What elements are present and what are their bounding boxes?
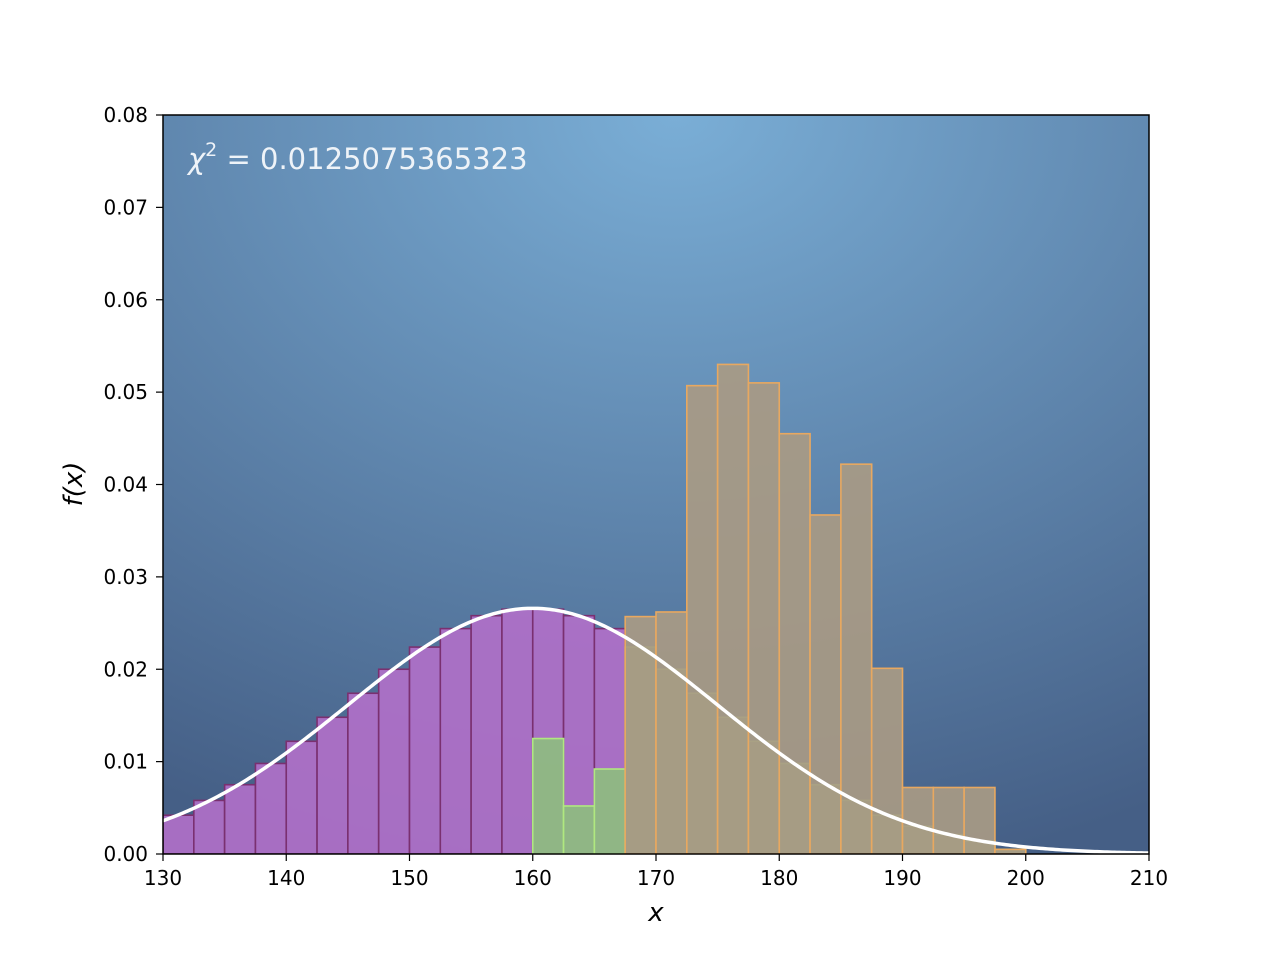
histogram-bar-s1-10 (470, 614, 503, 854)
histogram-bar-s3-10 (932, 786, 965, 854)
y-tick-label-3: 0.03 (103, 565, 148, 589)
normal-pdf-curve (163, 606, 1149, 854)
histogram-bar-s1-2 (223, 783, 257, 854)
histogram-bar-s3-11 (963, 786, 996, 854)
y-tick-label-0: 0.00 (103, 842, 148, 866)
y-axis-label: f(x) (59, 462, 89, 507)
y-tick-label-7: 0.07 (103, 195, 148, 219)
y-tick-label-5: 0.05 (103, 380, 148, 404)
x-tick-label-0: 130 (144, 866, 182, 890)
y-tick-label-6: 0.06 (103, 288, 148, 312)
histogram-bar-s3-0 (624, 615, 657, 854)
histogram-bar-s1-1 (193, 799, 226, 854)
histogram-bar-s3-6 (809, 514, 842, 854)
x-tick-label-3: 160 (514, 866, 552, 890)
y-tick-label-2: 0.02 (103, 657, 148, 681)
histogram-bar-s1-8 (408, 646, 442, 854)
x-tick-label-2: 150 (390, 866, 428, 890)
x-tick-label-5: 180 (760, 866, 798, 890)
histogram-bar-s2-0 (531, 737, 565, 854)
x-axis-label: x (647, 898, 664, 928)
histogram-bar-s3-7 (840, 463, 873, 854)
x-tick-label-6: 190 (883, 866, 921, 890)
x-tick-label-1: 140 (267, 866, 305, 890)
histogram-bar-s3-2 (686, 384, 719, 854)
histogram-bars (163, 363, 1027, 854)
y-tick-label-8: 0.08 (103, 103, 148, 127)
histogram-bar-s1-4 (285, 740, 318, 854)
histogram-bar-s3-4 (747, 382, 781, 854)
histogram-bar-s1-5 (316, 716, 349, 854)
histogram-bar-s3-3 (716, 363, 750, 854)
histogram-bar-s1-0 (163, 814, 195, 854)
histogram-bar-s2-2 (593, 768, 626, 854)
histogram-bar-s1-11 (501, 608, 534, 854)
x-tick-label-8: 210 (1130, 866, 1168, 890)
histogram-bar-s1-3 (254, 762, 288, 854)
histogram-bar-s1-7 (377, 668, 411, 854)
x-tick-label-4: 170 (637, 866, 675, 890)
x-axis-ticks: 130 140 150 160 170 180 190 200 210 (144, 854, 1168, 890)
y-axis-ticks: 0.00 0.01 0.02 0.03 0.04 0.05 0.06 0.07 0.08 (103, 103, 163, 866)
histogram-bar-s3-5 (778, 432, 811, 854)
histogram-bar-s1-6 (347, 692, 380, 854)
chi-square-annotation: χ2 = 0.0125075365323 (186, 139, 528, 176)
histogram-bar-s1-9 (439, 627, 472, 854)
y-tick-label-4: 0.04 (103, 473, 148, 497)
x-tick-label-7: 200 (1007, 866, 1045, 890)
histogram-bar-s2-1 (562, 805, 596, 854)
histogram-bar-s3-1 (655, 611, 688, 854)
histogram-bar-s3-8 (870, 667, 904, 854)
y-tick-label-1: 0.01 (103, 750, 148, 774)
